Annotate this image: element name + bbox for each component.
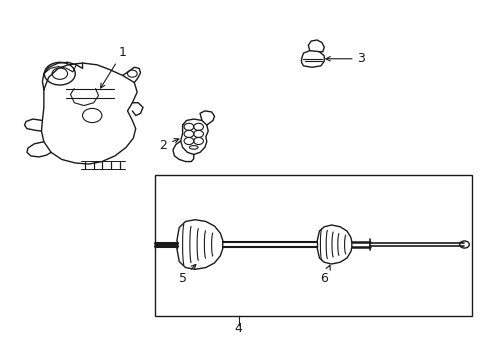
Bar — [155, 175, 471, 316]
Circle shape — [459, 241, 468, 248]
Text: 1: 1 — [101, 46, 126, 88]
Text: 4: 4 — [234, 322, 242, 336]
Text: 3: 3 — [325, 52, 365, 65]
Text: 6: 6 — [320, 265, 329, 285]
Text: 2: 2 — [159, 139, 179, 152]
Text: 5: 5 — [178, 265, 195, 285]
